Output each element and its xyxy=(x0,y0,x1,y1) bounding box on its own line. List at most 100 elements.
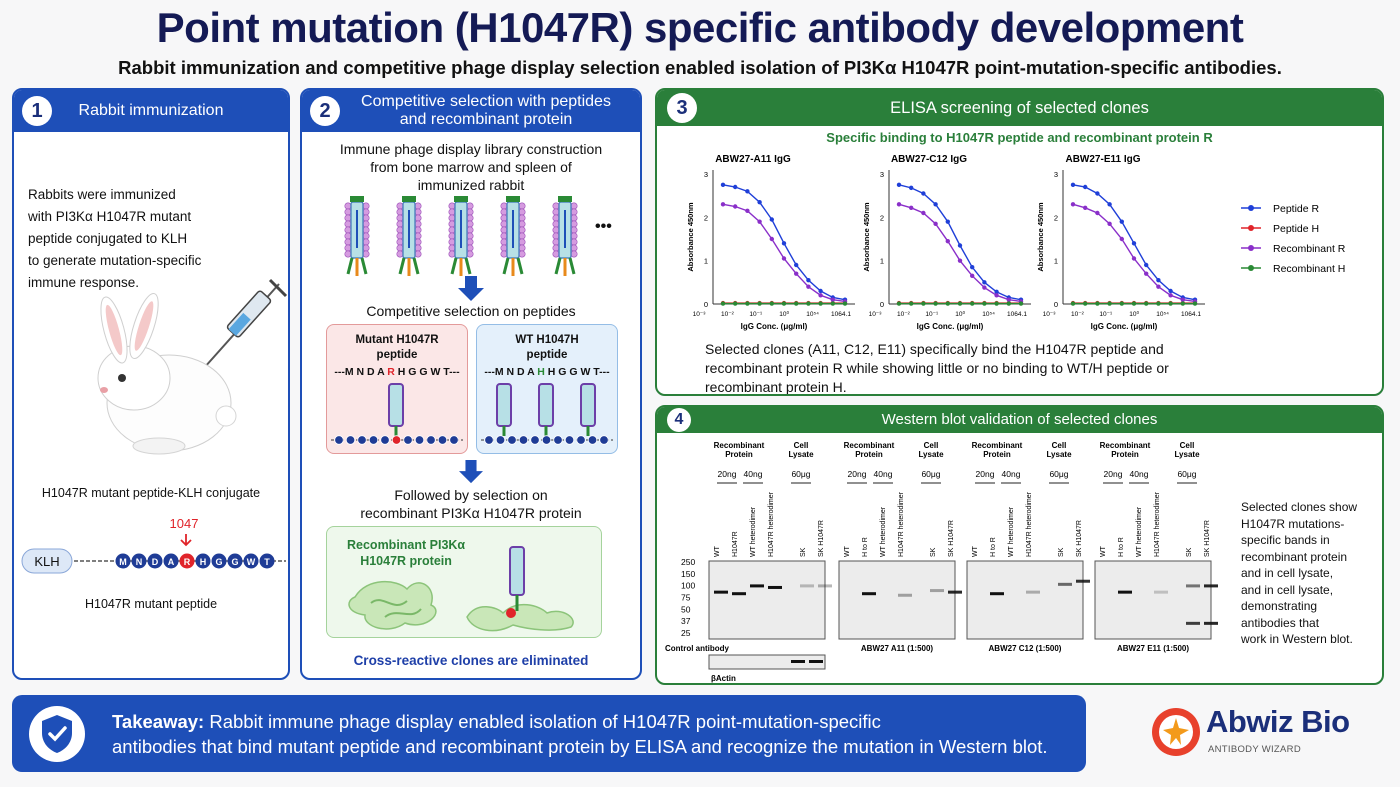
legend-marker xyxy=(1248,265,1254,271)
blot-membrane xyxy=(838,560,956,640)
lane-label: SK H1047R xyxy=(1204,520,1211,557)
data-point xyxy=(1107,301,1112,306)
recombinant-header: Recombinant xyxy=(1100,441,1151,450)
residue-label: T xyxy=(264,557,270,567)
data-point xyxy=(818,301,823,306)
data-point xyxy=(957,301,963,306)
protein-band xyxy=(930,589,944,593)
data-point xyxy=(1168,288,1173,294)
text-line: Rabbits were immunized xyxy=(28,187,176,202)
residue-bead xyxy=(131,553,147,569)
peptide-bead xyxy=(541,435,552,445)
lysate-header: Cell xyxy=(1180,441,1195,450)
peptide-bead xyxy=(380,435,390,445)
lane-label: WT heterodimer xyxy=(1008,506,1015,557)
data-point xyxy=(1156,301,1161,306)
data-point xyxy=(1083,301,1088,306)
y-tick-label: 3 xyxy=(1054,170,1058,179)
takeaway-line: Rabbit immune phage display enabled isol… xyxy=(204,711,881,732)
data-point xyxy=(1119,301,1124,306)
lane-label: WT xyxy=(972,545,979,557)
x-tick-label: 1064.1 xyxy=(831,311,851,318)
elisa-chart: ABW27-A11 IgG Absorbance 450nm 0 1 2 3 10⁻³ 10⁻… xyxy=(686,154,855,331)
lysate-header: Cell xyxy=(924,441,939,450)
data-point xyxy=(794,271,799,276)
elisa-chart: ABW27-C12 IgG Absorbance 450nm 0 1 2 3 10⁻³ 10⁻… xyxy=(862,154,1031,331)
data-point xyxy=(1107,202,1112,207)
peptide-label: H1047R mutant peptide xyxy=(84,597,218,611)
data-point xyxy=(970,301,975,306)
western-summary: Selected clones show H1047R mutations- s… xyxy=(1241,499,1381,648)
data-point xyxy=(1131,241,1137,246)
text-line: H1047R protein xyxy=(360,554,452,568)
y-tick-label: 2 xyxy=(1054,213,1058,222)
phage-icon xyxy=(396,196,422,276)
elisa-charts: ABW27-A11 IgG Absorbance 450nm 0 1 2 3 10⁻³ 10⁻… xyxy=(686,154,1346,331)
residue-label: M xyxy=(119,557,127,567)
step-number: 1 xyxy=(22,96,52,126)
peptide-bead xyxy=(334,435,344,445)
legend-marker xyxy=(1248,225,1254,231)
data-point xyxy=(982,285,987,290)
data-point xyxy=(757,219,762,224)
protein-band xyxy=(990,592,1004,596)
protein-label: Recombinant PI3Kα H1047R protein xyxy=(347,537,465,569)
x-tick-label: 10⁻² xyxy=(721,311,735,318)
data-point xyxy=(933,202,938,207)
protein-band xyxy=(1118,590,1132,594)
position-label: 1047 xyxy=(169,516,199,531)
amount-label: 60μg xyxy=(921,469,940,479)
legend-label: Peptide R xyxy=(1273,203,1320,215)
data-point xyxy=(745,189,750,194)
phage-icon xyxy=(344,196,370,276)
phage-library-illustration xyxy=(344,196,578,276)
data-point xyxy=(1070,202,1076,207)
amount-label: 20ng xyxy=(848,469,867,479)
text-line: H1047R mutations- xyxy=(1241,516,1345,531)
arrow-down-icon xyxy=(458,276,484,301)
data-point xyxy=(806,277,811,283)
x-tick-label: 10⁵⁴ xyxy=(1156,311,1169,318)
peptide-bead xyxy=(576,435,586,445)
elisa-chart: ABW27-E11 IgG Absorbance 450nm 0 1 2 3 10⁻³ 10⁻… xyxy=(1036,154,1205,331)
x-tick-label: 10⁻² xyxy=(897,311,911,318)
chart-title: ABW27-E11 IgG xyxy=(1065,154,1140,165)
data-point xyxy=(945,301,950,306)
lane-label: SK xyxy=(1058,547,1065,557)
text-line: recombinant protein xyxy=(1241,549,1348,564)
data-point xyxy=(1070,182,1076,188)
x-tick-label: 1064.1 xyxy=(1181,311,1201,318)
actin-label: βActin xyxy=(711,674,736,683)
page-title: Point mutation (H1047R) specific antibod… xyxy=(156,4,1244,51)
amount-label: 60μg xyxy=(1177,469,1196,479)
data-point xyxy=(994,293,999,298)
residue-bead xyxy=(227,553,243,569)
data-point xyxy=(1006,301,1011,306)
data-point xyxy=(1095,210,1100,216)
text-line: specific bands in xyxy=(1241,533,1330,547)
arrow-down-icon xyxy=(459,460,483,484)
blot-caption: ABW27 C12 (1:500) xyxy=(989,644,1062,653)
peptide-bead xyxy=(345,435,356,445)
data-point xyxy=(720,182,726,188)
y-axis-label: Absorbance 450nm xyxy=(686,202,695,272)
data-point xyxy=(769,301,774,306)
elisa-summary: Selected clones (A11, C12, E11) specific… xyxy=(705,340,1365,394)
text-line: immunized rabbit xyxy=(417,177,525,193)
panel-title-line: and recombinant protein xyxy=(399,111,573,128)
data-point xyxy=(781,301,787,306)
data-point xyxy=(933,221,938,227)
mw-marker-label: 75 xyxy=(681,592,691,602)
residue-bead xyxy=(147,553,163,569)
elisa-subtitle: Specific binding to H1047R peptide and r… xyxy=(826,130,1213,145)
lane-label: H to R xyxy=(990,537,997,557)
peptide-bead xyxy=(553,435,563,445)
takeaway-lead: Takeaway: xyxy=(112,711,205,732)
legend-marker xyxy=(1248,245,1254,251)
followed-label: Followed by selection on recombinant PI3… xyxy=(302,486,640,522)
data-point xyxy=(794,301,799,306)
protein-band xyxy=(1076,579,1090,583)
y-tick-label: 0 xyxy=(1054,300,1058,309)
text-line: Selected clones (A11, C12, E11) specific… xyxy=(705,341,1164,357)
